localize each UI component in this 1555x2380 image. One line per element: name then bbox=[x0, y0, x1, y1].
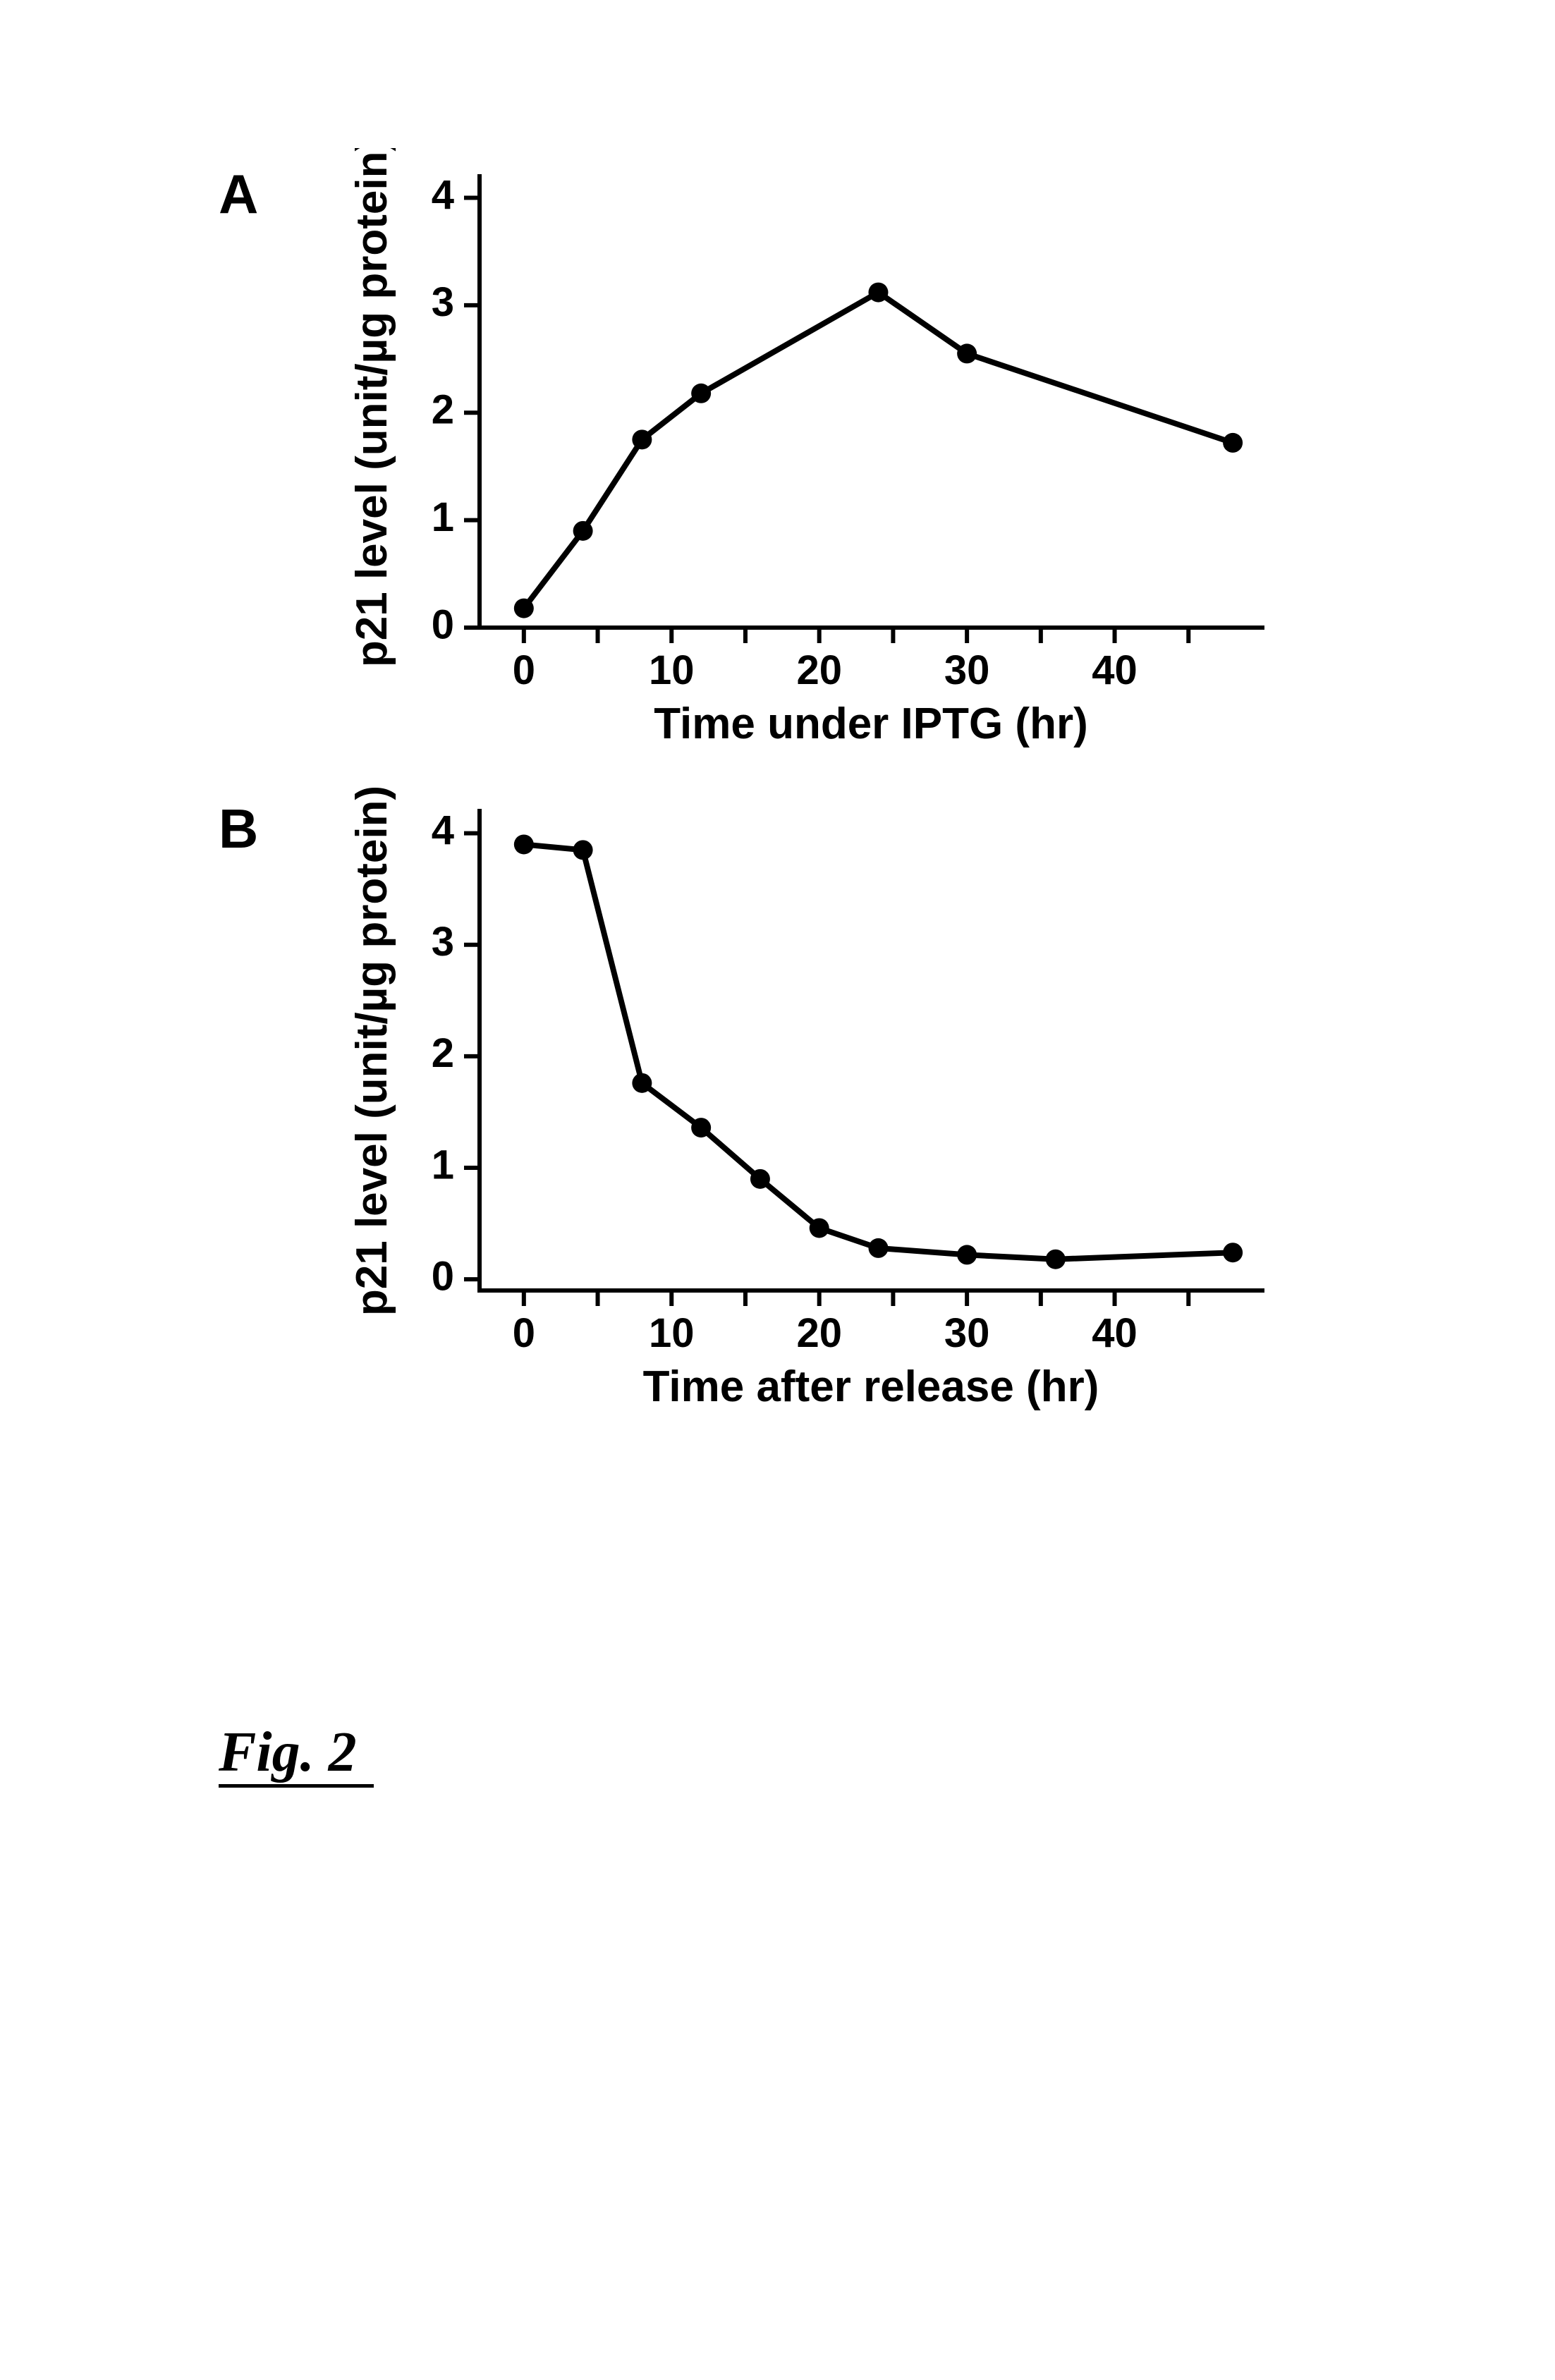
panel-a-chart: 01234010203040Time under IPTG (hr)p21 le… bbox=[268, 148, 1291, 755]
svg-text:40: 40 bbox=[1092, 647, 1138, 693]
svg-text:2: 2 bbox=[432, 1030, 454, 1076]
svg-text:20: 20 bbox=[796, 647, 842, 693]
svg-text:1: 1 bbox=[432, 494, 454, 540]
svg-text:0: 0 bbox=[432, 1254, 454, 1300]
svg-text:0: 0 bbox=[513, 1310, 535, 1356]
svg-text:30: 30 bbox=[944, 647, 990, 693]
svg-text:0: 0 bbox=[513, 647, 535, 693]
svg-text:p21 level (unit/µg protein): p21 level (unit/µg protein) bbox=[348, 148, 396, 667]
svg-text:10: 10 bbox=[649, 647, 695, 693]
svg-text:Time under IPTG (hr): Time under IPTG (hr) bbox=[654, 700, 1087, 748]
svg-text:p21 level (unit/µg protein): p21 level (unit/µg protein) bbox=[348, 786, 396, 1316]
svg-text:30: 30 bbox=[944, 1310, 990, 1356]
svg-text:1: 1 bbox=[432, 1142, 454, 1188]
panel-b-svg: 01234010203040Time after release (hr)p21… bbox=[268, 783, 1291, 1432]
svg-text:20: 20 bbox=[796, 1310, 842, 1356]
svg-text:40: 40 bbox=[1092, 1310, 1138, 1356]
panel-b-chart: 01234010203040Time after release (hr)p21… bbox=[268, 783, 1291, 1432]
figure-caption: Fig. 2 bbox=[219, 1721, 357, 1785]
figure-caption-underline bbox=[219, 1784, 374, 1788]
svg-text:10: 10 bbox=[649, 1310, 695, 1356]
svg-text:3: 3 bbox=[432, 279, 454, 325]
panel-a-svg: 01234010203040Time under IPTG (hr)p21 le… bbox=[268, 148, 1291, 755]
svg-text:Time after release (hr): Time after release (hr) bbox=[643, 1362, 1099, 1411]
svg-text:2: 2 bbox=[432, 387, 454, 433]
svg-text:0: 0 bbox=[432, 602, 454, 647]
panel-b-label: B bbox=[219, 797, 258, 861]
svg-text:4: 4 bbox=[432, 807, 454, 853]
svg-text:3: 3 bbox=[432, 919, 454, 965]
panel-a-label: A bbox=[219, 162, 258, 226]
page: A 01234010203040Time under IPTG (hr)p21 … bbox=[0, 0, 1555, 2380]
svg-text:4: 4 bbox=[432, 172, 454, 218]
